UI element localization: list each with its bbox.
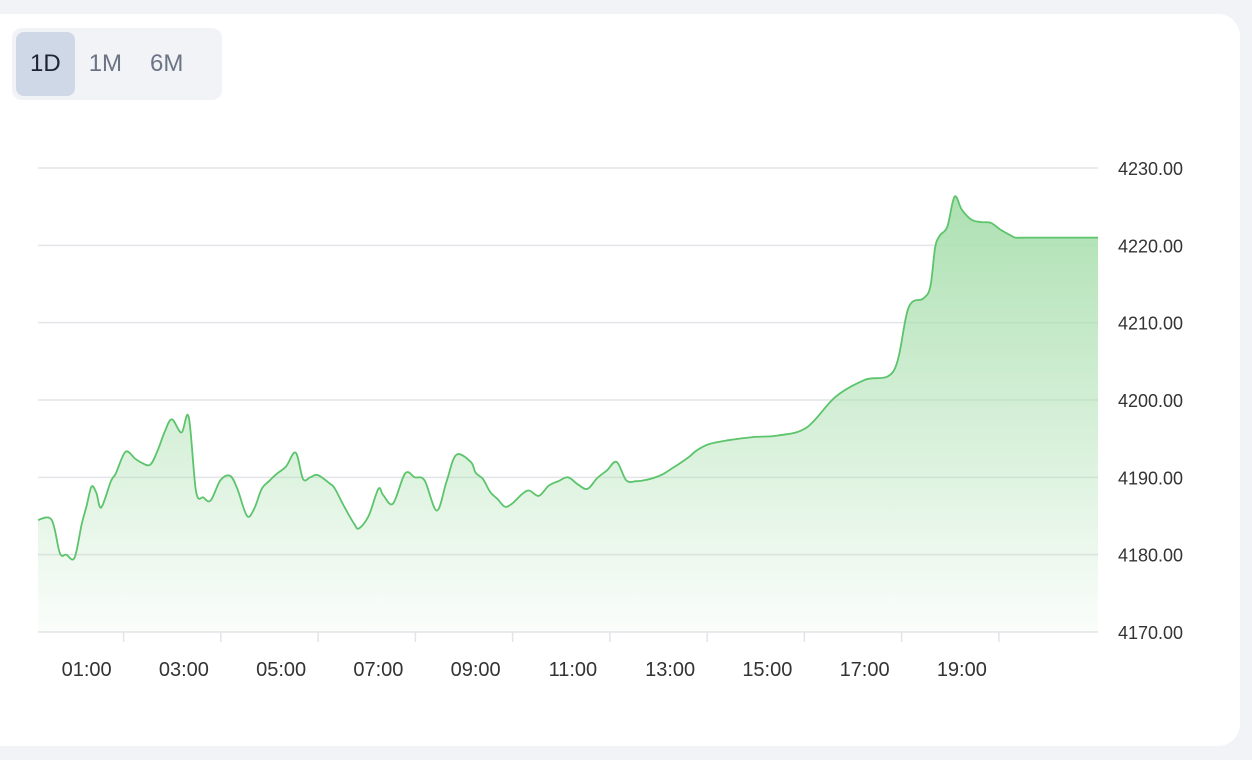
x-tick-label: 15:00 [742,659,792,681]
x-tick-label: 17:00 [840,659,890,681]
y-axis: 4170.00 4180.00 4190.00 4200.00 4210.00 4220.… [1118,159,1183,643]
x-tick-label: 09:00 [451,659,501,681]
x-tick-label: 05:00 [256,659,306,681]
area-fill-path [38,196,1098,632]
x-tick-label: 13:00 [645,659,695,681]
y-tick-label: 4190.00 [1118,468,1183,488]
x-tick-label: 19:00 [937,659,987,681]
price-line-path [37,195,1098,561]
range-selector: 1D 1M 6M [12,28,222,100]
x-axis: 01:00 03:00 05:00 07:00 09:00 11:00 13:00 15:00… [62,632,1000,681]
price-line [37,195,1098,561]
x-tick-label: 11:00 [549,659,598,681]
y-tick-label: 4210.00 [1118,314,1183,334]
x-tick-label: 03:00 [159,659,209,681]
y-tick-label: 4170.00 [1118,623,1183,643]
y-tick-label: 4200.00 [1118,391,1183,411]
x-tick-label: 01:00 [62,659,112,681]
y-tick-label: 4220.00 [1118,236,1183,256]
tab-6m[interactable]: 6M [150,50,184,77]
y-tick-label: 4180.00 [1118,546,1183,566]
area-fill [38,196,1098,632]
tab-1d[interactable]: 1D [16,32,75,96]
y-tick-label: 4230.00 [1118,159,1183,179]
tab-1m[interactable]: 1M [88,50,123,77]
x-tick-label: 07:00 [353,659,403,681]
